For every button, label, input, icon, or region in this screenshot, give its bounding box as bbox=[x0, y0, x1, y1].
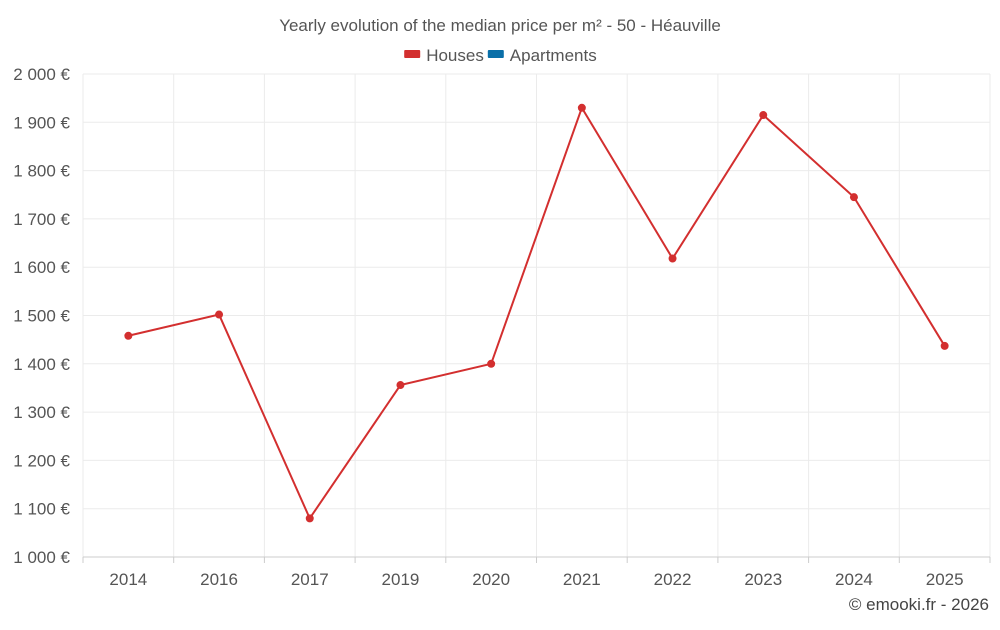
x-axis-ticks: 2014 2016 2017 2019 2020 2021 2022 2023 2024 2025 bbox=[82, 557, 991, 589]
data-point-2023[interactable] bbox=[759, 111, 768, 120]
legend-item-apartments[interactable]: Apartments bbox=[487, 46, 597, 65]
x-tick-label: 2020 bbox=[472, 570, 510, 589]
x-tick-label: 2022 bbox=[654, 570, 692, 589]
data-point-2014[interactable] bbox=[124, 331, 133, 340]
y-tick-label: 1 400 € bbox=[13, 355, 70, 374]
data-point-2024[interactable] bbox=[849, 193, 858, 202]
x-tick-label: 2017 bbox=[291, 570, 329, 589]
data-point-2019[interactable] bbox=[396, 381, 405, 390]
series-houses bbox=[124, 103, 949, 523]
data-point-2017[interactable] bbox=[305, 514, 314, 523]
y-tick-label: 2 000 € bbox=[13, 65, 70, 84]
legend-swatch bbox=[487, 50, 504, 58]
y-tick-label: 1 000 € bbox=[13, 548, 70, 567]
x-tick-label: 2024 bbox=[835, 570, 873, 589]
legend-item-houses[interactable]: Houses bbox=[404, 46, 484, 65]
y-tick-label: 1 700 € bbox=[13, 210, 70, 229]
legend-label: Houses bbox=[426, 46, 484, 65]
credit-text: © emooki.fr - 2026 bbox=[849, 595, 989, 614]
y-tick-label: 1 100 € bbox=[13, 500, 70, 519]
x-tick-label: 2025 bbox=[926, 570, 964, 589]
x-tick-label: 2021 bbox=[563, 570, 601, 589]
series-layer bbox=[124, 103, 949, 523]
chart-title: Yearly evolution of the median price per… bbox=[279, 16, 721, 35]
legend: Houses Apartments bbox=[404, 46, 597, 65]
y-tick-label: 1 800 € bbox=[13, 162, 70, 181]
y-tick-label: 1 900 € bbox=[13, 113, 70, 132]
data-point-2020[interactable] bbox=[487, 359, 496, 368]
data-point-2016[interactable] bbox=[215, 310, 224, 319]
y-tick-label: 1 300 € bbox=[13, 403, 70, 422]
data-point-2025[interactable] bbox=[940, 341, 949, 350]
y-tick-label: 1 600 € bbox=[13, 258, 70, 277]
y-axis-ticks: 1 000 € 1 100 € 1 200 € 1 300 € 1 400 € 1 500… bbox=[13, 65, 70, 567]
legend-label: Apartments bbox=[510, 46, 597, 65]
x-tick-label: 2016 bbox=[200, 570, 238, 589]
x-tick-label: 2014 bbox=[109, 570, 147, 589]
legend-swatch bbox=[404, 50, 421, 58]
data-point-2022[interactable] bbox=[668, 254, 677, 263]
x-tick-label: 2019 bbox=[382, 570, 420, 589]
series-line-houses bbox=[128, 105, 946, 521]
data-point-2021[interactable] bbox=[577, 103, 586, 112]
x-tick-label: 2023 bbox=[744, 570, 782, 589]
y-tick-label: 1 500 € bbox=[13, 307, 70, 326]
y-tick-label: 1 200 € bbox=[13, 451, 70, 470]
